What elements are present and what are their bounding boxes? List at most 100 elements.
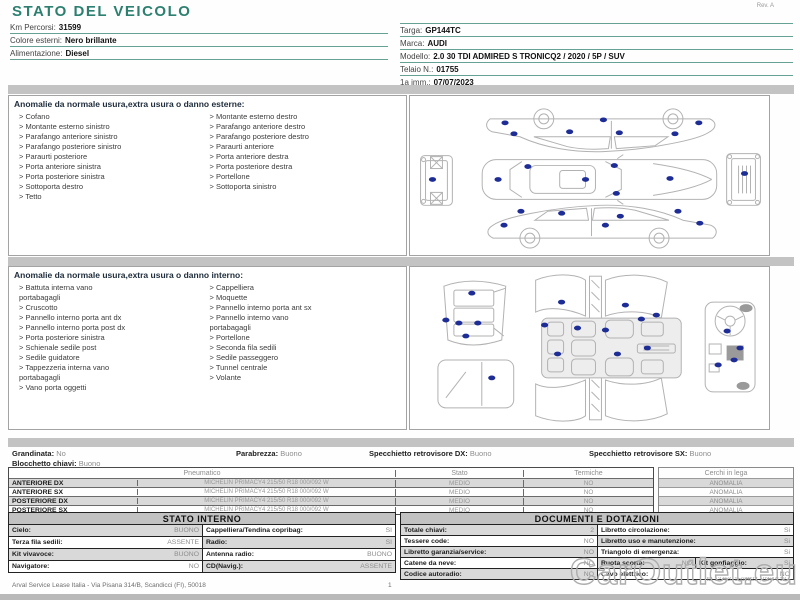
table-row: ANTERIORE DX MICHELIN PRIMACY4 215/50 R1… [9, 478, 653, 487]
anomaly-item: Porta posteriore sinistra [19, 172, 210, 182]
field-value: ASSENTE [167, 539, 199, 546]
table-row: Libretto garanzia/service: NO Triangolo d… [401, 547, 793, 558]
table-row: Codice autoradio: NO Cavo elettrico: NO [401, 569, 793, 579]
summary-value: No [56, 449, 66, 458]
field-label: CD(Navig.): [206, 563, 244, 570]
anomaly-item: Moquette [210, 293, 401, 303]
field-label: Catene da neve: [404, 559, 457, 567]
info-value: AUDI [427, 38, 448, 48]
info-label: Km Percorsi: [10, 22, 56, 32]
info-row-marca: Marca: AUDI [400, 37, 793, 50]
info-row-colore: Colore esterni: Nero brillante [10, 34, 388, 47]
summary-blocchetto-chiavi: Blocchetto chiavi: Buono [12, 459, 100, 468]
field-value: NO [583, 548, 594, 556]
anomaly-item: Cruscotto [19, 303, 210, 313]
anomaly-item: Tunnel centrale [210, 363, 401, 373]
info-value: 07/07/2023 [433, 77, 474, 87]
section-divider [8, 257, 794, 266]
anomaly-item: Tappezzeria interna vano portabagagli [19, 363, 210, 383]
summary-label: Grandinata: [12, 449, 55, 458]
summary-specchietto-sx: Specchietto retrovisore SX: Buono [589, 449, 711, 458]
documenti-dotazioni-table: DOCUMENTI E DOTAZIONI Totale chiavi: 2 Li… [400, 512, 794, 580]
tyre-stato: MEDIO [395, 497, 523, 505]
footer-id-text: ID 12763. 15p2023 , 02:44:12 [706, 577, 786, 583]
anomaly-item: Sottoporta destro [19, 182, 210, 192]
page-edge [0, 594, 800, 600]
table-row: Cielo: BUONO Cappelliera/Tendina copribag… [9, 525, 395, 537]
exterior-damage-diagram [420, 108, 761, 249]
info-row-alimentazione: Alimentazione: Diesel [10, 47, 388, 60]
column-header-termiche: Termiche [523, 469, 653, 477]
tyre-position: POSTERIORE SX [12, 506, 68, 514]
tyre-stato: MEDIO [395, 488, 523, 496]
anomaly-item: Parafango posteriore destro [210, 132, 401, 142]
tyre-termiche: NO [523, 488, 653, 496]
field-value: NO [583, 537, 594, 545]
field-value: BUONO [174, 551, 199, 558]
field-value: SI [385, 527, 392, 534]
anomaly-item: Schienale sedile post [19, 343, 210, 353]
info-label: Telaio N.: [400, 64, 434, 74]
table-row: POSTERIORE DX MICHELIN PRIMACY4 215/50 R… [9, 496, 653, 505]
anomaly-item: Sedile guidatore [19, 353, 210, 363]
summary-value: Buono [280, 449, 302, 458]
info-row-telaio: Telaio N.: 01755 [400, 63, 793, 76]
anomaly-item: Sedile passeggero [210, 353, 401, 363]
info-value: Nero brillante [65, 35, 117, 45]
anomaly-item: Parafango anteriore sinistro [19, 132, 210, 142]
summary-value: Buono [689, 449, 712, 458]
tyre-description: MICHELIN PRIMACY4 215/50 R18 000/092 W [137, 489, 395, 495]
field-value: NO [583, 559, 594, 567]
tyres-table: Pneumatico Stato Termiche ANTERIORE DX M… [8, 467, 654, 515]
field-label: Radio: [206, 539, 228, 546]
anomaly-item: Battuta interna vano portabagagli [19, 283, 210, 303]
info-label: 1a imm.: [400, 77, 431, 87]
side-view-right [486, 108, 716, 153]
stato-interno-table: STATO INTERNO Cielo: BUONO Cappelliera/Te… [8, 512, 396, 573]
field-value: NO [188, 563, 199, 570]
field-value: BUONO [174, 527, 199, 534]
tyre-termiche: NO [523, 506, 653, 514]
interior-damage-diagram [437, 274, 756, 422]
field-label: Triangolo di emergenza: [601, 548, 680, 556]
info-value: 31599 [58, 22, 82, 32]
top-view [481, 154, 718, 205]
info-value: 01755 [436, 64, 459, 74]
trunk-view [443, 280, 507, 346]
anomaly-item: Portellone [210, 333, 401, 343]
field-label: Tessere code: [404, 537, 450, 545]
tyre-description: MICHELIN PRIMACY4 215/50 R18 000/092 W [137, 480, 395, 486]
anomaly-item: Montante esterno destro [210, 112, 401, 122]
anomaly-item: Cofano [19, 112, 210, 122]
field-label: Totale chiavi: [404, 526, 447, 534]
tyre-position: ANTERIORE SX [12, 488, 63, 496]
field-value: Si [783, 548, 790, 556]
page-number: 1 [388, 582, 392, 589]
anomaly-item: Montante esterno sinistro [19, 122, 210, 132]
anomaly-item: Portellone [210, 172, 401, 182]
info-row-km: Km Percorsi: 31599 [10, 21, 388, 34]
table-row: Terza fila sedili: ASSENTE Radio: SI [9, 537, 395, 549]
table-row: POSTERIORE SX MICHELIN PRIMACY4 215/50 R… [9, 505, 653, 514]
info-row-targa: Targa: GP144TC [400, 24, 793, 37]
table-row: ANOMALIA [659, 478, 793, 487]
anomaly-item: Pannello interno porta post dx [19, 323, 210, 333]
summary-label: Parabrezza: [236, 449, 279, 458]
info-row-modello: Modello: 2.0 30 TDI ADMIRED S TRONICQ2 /… [400, 50, 793, 63]
dashboard-view [704, 301, 756, 393]
field-value: 2 [590, 526, 594, 534]
anomaly-item: Vano porta oggetti [19, 383, 210, 393]
anomaly-item: Porta posteriore destra [210, 162, 401, 172]
tyre-position: POSTERIORE DX [12, 497, 68, 505]
field-label: Terza fila sedili: [12, 539, 63, 546]
anomaly-item: Volante [210, 373, 401, 383]
anomaly-item: Porta posteriore sinistra [19, 333, 210, 343]
tyre-termiche: NO [523, 479, 653, 487]
interior-anomalies-left-column: Battuta interna vano portabagagli Crusco… [19, 283, 210, 393]
footer-company-address: Arval Service Lease Italia - Via Pisana … [12, 582, 206, 589]
column-header-stato: Stato [395, 469, 523, 477]
column-header-cerchi: Cerchi in lega [704, 469, 748, 477]
summary-parabrezza: Parabrezza: Buono [236, 449, 302, 458]
field-label: Cappelliera/Tendina copribag: [206, 527, 303, 534]
anomaly-item: Pannello interno vano portabagagli [210, 313, 401, 333]
